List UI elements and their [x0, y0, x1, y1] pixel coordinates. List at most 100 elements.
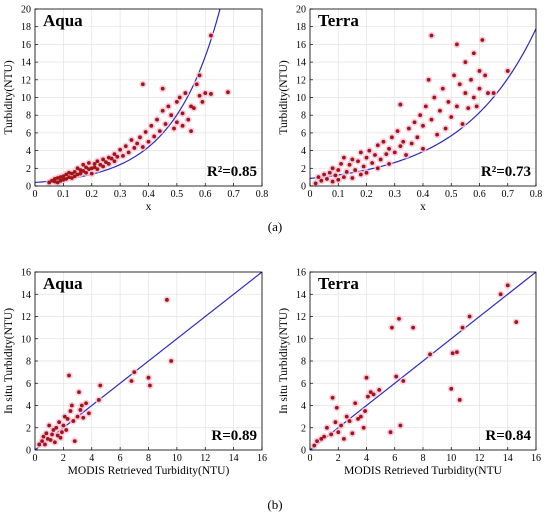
data-point [350, 157, 355, 162]
data-point [104, 160, 108, 165]
data-point [474, 104, 479, 109]
x-tick-label: 4 [364, 453, 369, 464]
data-point [169, 359, 174, 363]
stat-label: R=0.84 [485, 428, 531, 444]
panel-1: 0 0.1 0.2 0.3 0.4 0.5 0.6 0.7 0.8 0 2 4 6 8 10 12 14 16 18… [3, 5, 268, 214]
data-point [342, 155, 346, 160]
y-tick-label: 8 [26, 111, 31, 122]
data-point [350, 431, 355, 436]
data-point [135, 141, 140, 146]
data-point [54, 425, 59, 430]
data-point [79, 403, 84, 408]
data-point [189, 129, 193, 134]
data-point [463, 91, 468, 95]
data-point [455, 350, 459, 354]
y-tick-label: 16 [21, 268, 31, 279]
data-point [415, 135, 420, 140]
data-point [514, 320, 519, 324]
y-tick-label: 4 [301, 146, 306, 157]
data-point [460, 122, 465, 126]
data-point [186, 117, 191, 122]
x-tick-label: 0.7 [227, 189, 240, 200]
data-point [146, 139, 151, 144]
y-tick-label: 10 [21, 93, 31, 104]
data-point [505, 283, 510, 288]
data-point [455, 42, 459, 47]
data-point [463, 60, 468, 64]
data-point [329, 432, 334, 437]
data-point [353, 168, 358, 172]
data-point [387, 146, 391, 151]
y-tick-label: 8 [301, 357, 306, 368]
data-point [81, 415, 86, 420]
x-tick-label: 10 [172, 453, 182, 464]
y-tick-label: 0 [301, 446, 306, 457]
data-point [457, 398, 462, 402]
data-point [364, 170, 369, 175]
data-point [72, 174, 77, 179]
data-point [325, 177, 329, 181]
y-tick-label: 4 [26, 401, 31, 412]
data-point [81, 169, 86, 173]
data-point [149, 123, 154, 128]
y-axis-label: In situ Turbidity(NTU) [278, 308, 290, 414]
data-point [192, 106, 196, 111]
data-point [394, 374, 399, 379]
stat-label: R=0.89 [211, 428, 257, 444]
data-point [180, 123, 185, 128]
x-tick-label: 0.6 [199, 189, 212, 200]
data-point [428, 352, 432, 357]
x-tick-label: 0 [33, 189, 38, 200]
data-point [390, 135, 394, 140]
y-tick-label: 6 [301, 379, 306, 390]
x-tick-label: 0.3 [114, 189, 127, 200]
y-tick-label: 8 [26, 357, 31, 368]
data-point [126, 150, 131, 155]
data-point [160, 86, 165, 91]
data-point [322, 172, 327, 177]
data-point [138, 135, 142, 140]
data-point [367, 148, 372, 153]
x-tick-label: 0.2 [360, 189, 373, 200]
data-point [64, 172, 69, 177]
data-point [467, 314, 472, 319]
x-tick-label: 0.5 [445, 189, 458, 200]
data-point [72, 169, 77, 174]
data-point [61, 423, 66, 428]
data-point [450, 351, 455, 356]
y-tick-label: 14 [21, 290, 31, 301]
x-tick-label: 0.6 [473, 189, 486, 200]
data-point [486, 91, 490, 95]
y-tick-label: 6 [26, 379, 31, 390]
data-point [95, 159, 100, 164]
data-point [498, 292, 503, 297]
data-point [483, 73, 488, 78]
data-point [388, 430, 393, 435]
data-point [364, 375, 369, 380]
data-point [84, 165, 88, 170]
data-point [457, 82, 462, 87]
data-point [421, 146, 425, 151]
data-point [368, 390, 373, 395]
data-point [387, 161, 391, 166]
data-point [390, 325, 394, 330]
y-tick-label: 2 [26, 164, 31, 175]
x-tick-label: 16 [531, 453, 541, 464]
data-point [421, 123, 425, 128]
x-tick-label: 0.2 [86, 189, 99, 200]
data-point [347, 162, 352, 167]
y-tick-label: 18 [21, 22, 31, 33]
x-tick-label: 0 [308, 453, 313, 464]
y-tick-label: 14 [21, 58, 31, 69]
y-tick-label: 16 [296, 40, 306, 51]
data-point [121, 154, 125, 158]
x-axis-label: MODIS Retrieved Turbidity(NTU) [68, 465, 230, 477]
x-tick-label: 0.1 [332, 189, 345, 200]
data-point [87, 411, 91, 416]
y-tick-label: 4 [301, 401, 306, 412]
data-point [37, 442, 42, 447]
y-tick-label: 20 [21, 5, 31, 16]
x-tick-label: 14 [229, 453, 239, 464]
panel-title: Aqua [43, 11, 83, 30]
data-point [44, 431, 49, 436]
